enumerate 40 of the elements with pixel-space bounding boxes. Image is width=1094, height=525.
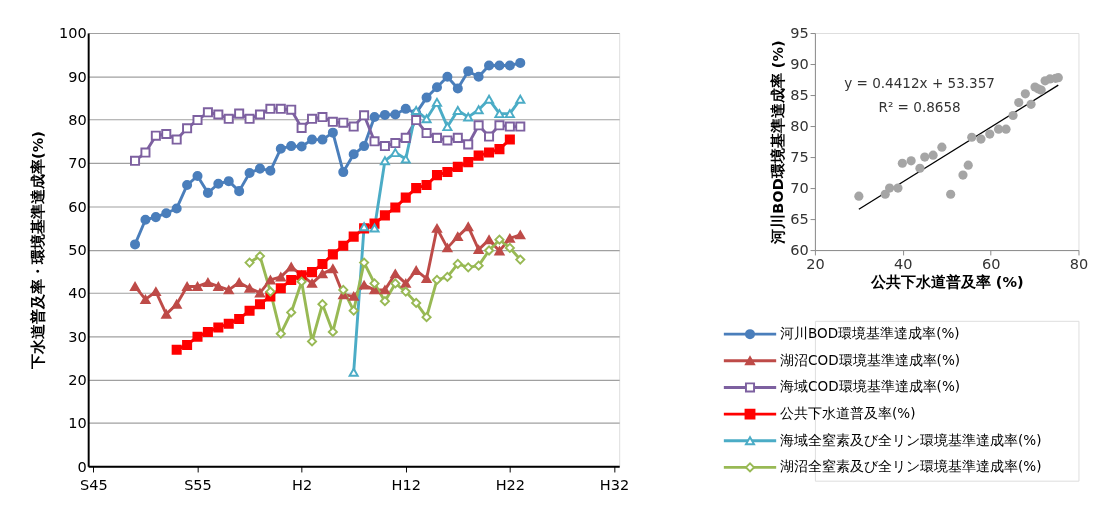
x-tick-label: 60 bbox=[981, 255, 1001, 272]
y-axis-title: 下水道普及率・環境基準達成率(%) bbox=[28, 131, 46, 370]
y-tick-label: 100 bbox=[59, 25, 87, 42]
y-tick-label: 0 bbox=[77, 458, 87, 475]
y-tick-label: 95 bbox=[790, 25, 809, 42]
y-axis-title: 河川BOD環境基準達成率 (%) bbox=[769, 40, 787, 245]
y-tick-label: 70 bbox=[68, 155, 87, 172]
x-axis-title: 公共下水道普及率 (%) bbox=[869, 273, 1024, 291]
x-tick-label: H32 bbox=[599, 476, 630, 493]
y-tick-label: 90 bbox=[68, 68, 87, 85]
y-tick-label: 80 bbox=[68, 112, 87, 128]
legend-label: 海域COD環境基準達成率(%) bbox=[780, 378, 961, 395]
y-tick-label: 50 bbox=[68, 241, 87, 258]
legend-label: 河川BOD環境基準達成率(%) bbox=[780, 325, 960, 342]
y-tick-label: 60 bbox=[68, 198, 87, 215]
x-tick-label: H12 bbox=[391, 476, 421, 493]
y-tick-label: 30 bbox=[68, 328, 87, 345]
y-tick-label: 70 bbox=[790, 180, 809, 197]
x-tick-label: S45 bbox=[80, 476, 108, 493]
y-tick-label: 75 bbox=[790, 149, 809, 166]
y-tick-label: 85 bbox=[790, 87, 809, 104]
legend-label: 公共下水道普及率(%) bbox=[780, 404, 916, 421]
x-tick-label: 40 bbox=[894, 255, 913, 272]
y-tick-label: 20 bbox=[68, 371, 87, 388]
y-tick-label: 60 bbox=[790, 242, 809, 259]
x-tick-label: 20 bbox=[806, 255, 825, 272]
legend-label: 湖沼COD環境基準達成率(%) bbox=[780, 351, 961, 368]
annotation: R² = 0.8658 bbox=[878, 98, 961, 115]
x-tick-label: S55 bbox=[184, 476, 212, 493]
x-tick-label: H22 bbox=[495, 476, 526, 493]
y-tick-label: 90 bbox=[790, 56, 809, 73]
legend-label: 湖沼全窒素及び全リン環境基準達成率(%) bbox=[780, 458, 1042, 475]
y-tick-label: 80 bbox=[790, 118, 809, 135]
y-tick-label: 65 bbox=[790, 211, 809, 228]
legend-label: 海域全窒素及び全リン環境基準達成率(%) bbox=[780, 431, 1042, 448]
x-tick-label: H2 bbox=[292, 476, 313, 493]
y-tick-label: 40 bbox=[68, 285, 87, 302]
annotation: y = 0.4412x + 53.357 bbox=[844, 75, 995, 92]
y-tick-label: 10 bbox=[68, 415, 87, 432]
x-tick-label: 80 bbox=[1069, 255, 1089, 272]
